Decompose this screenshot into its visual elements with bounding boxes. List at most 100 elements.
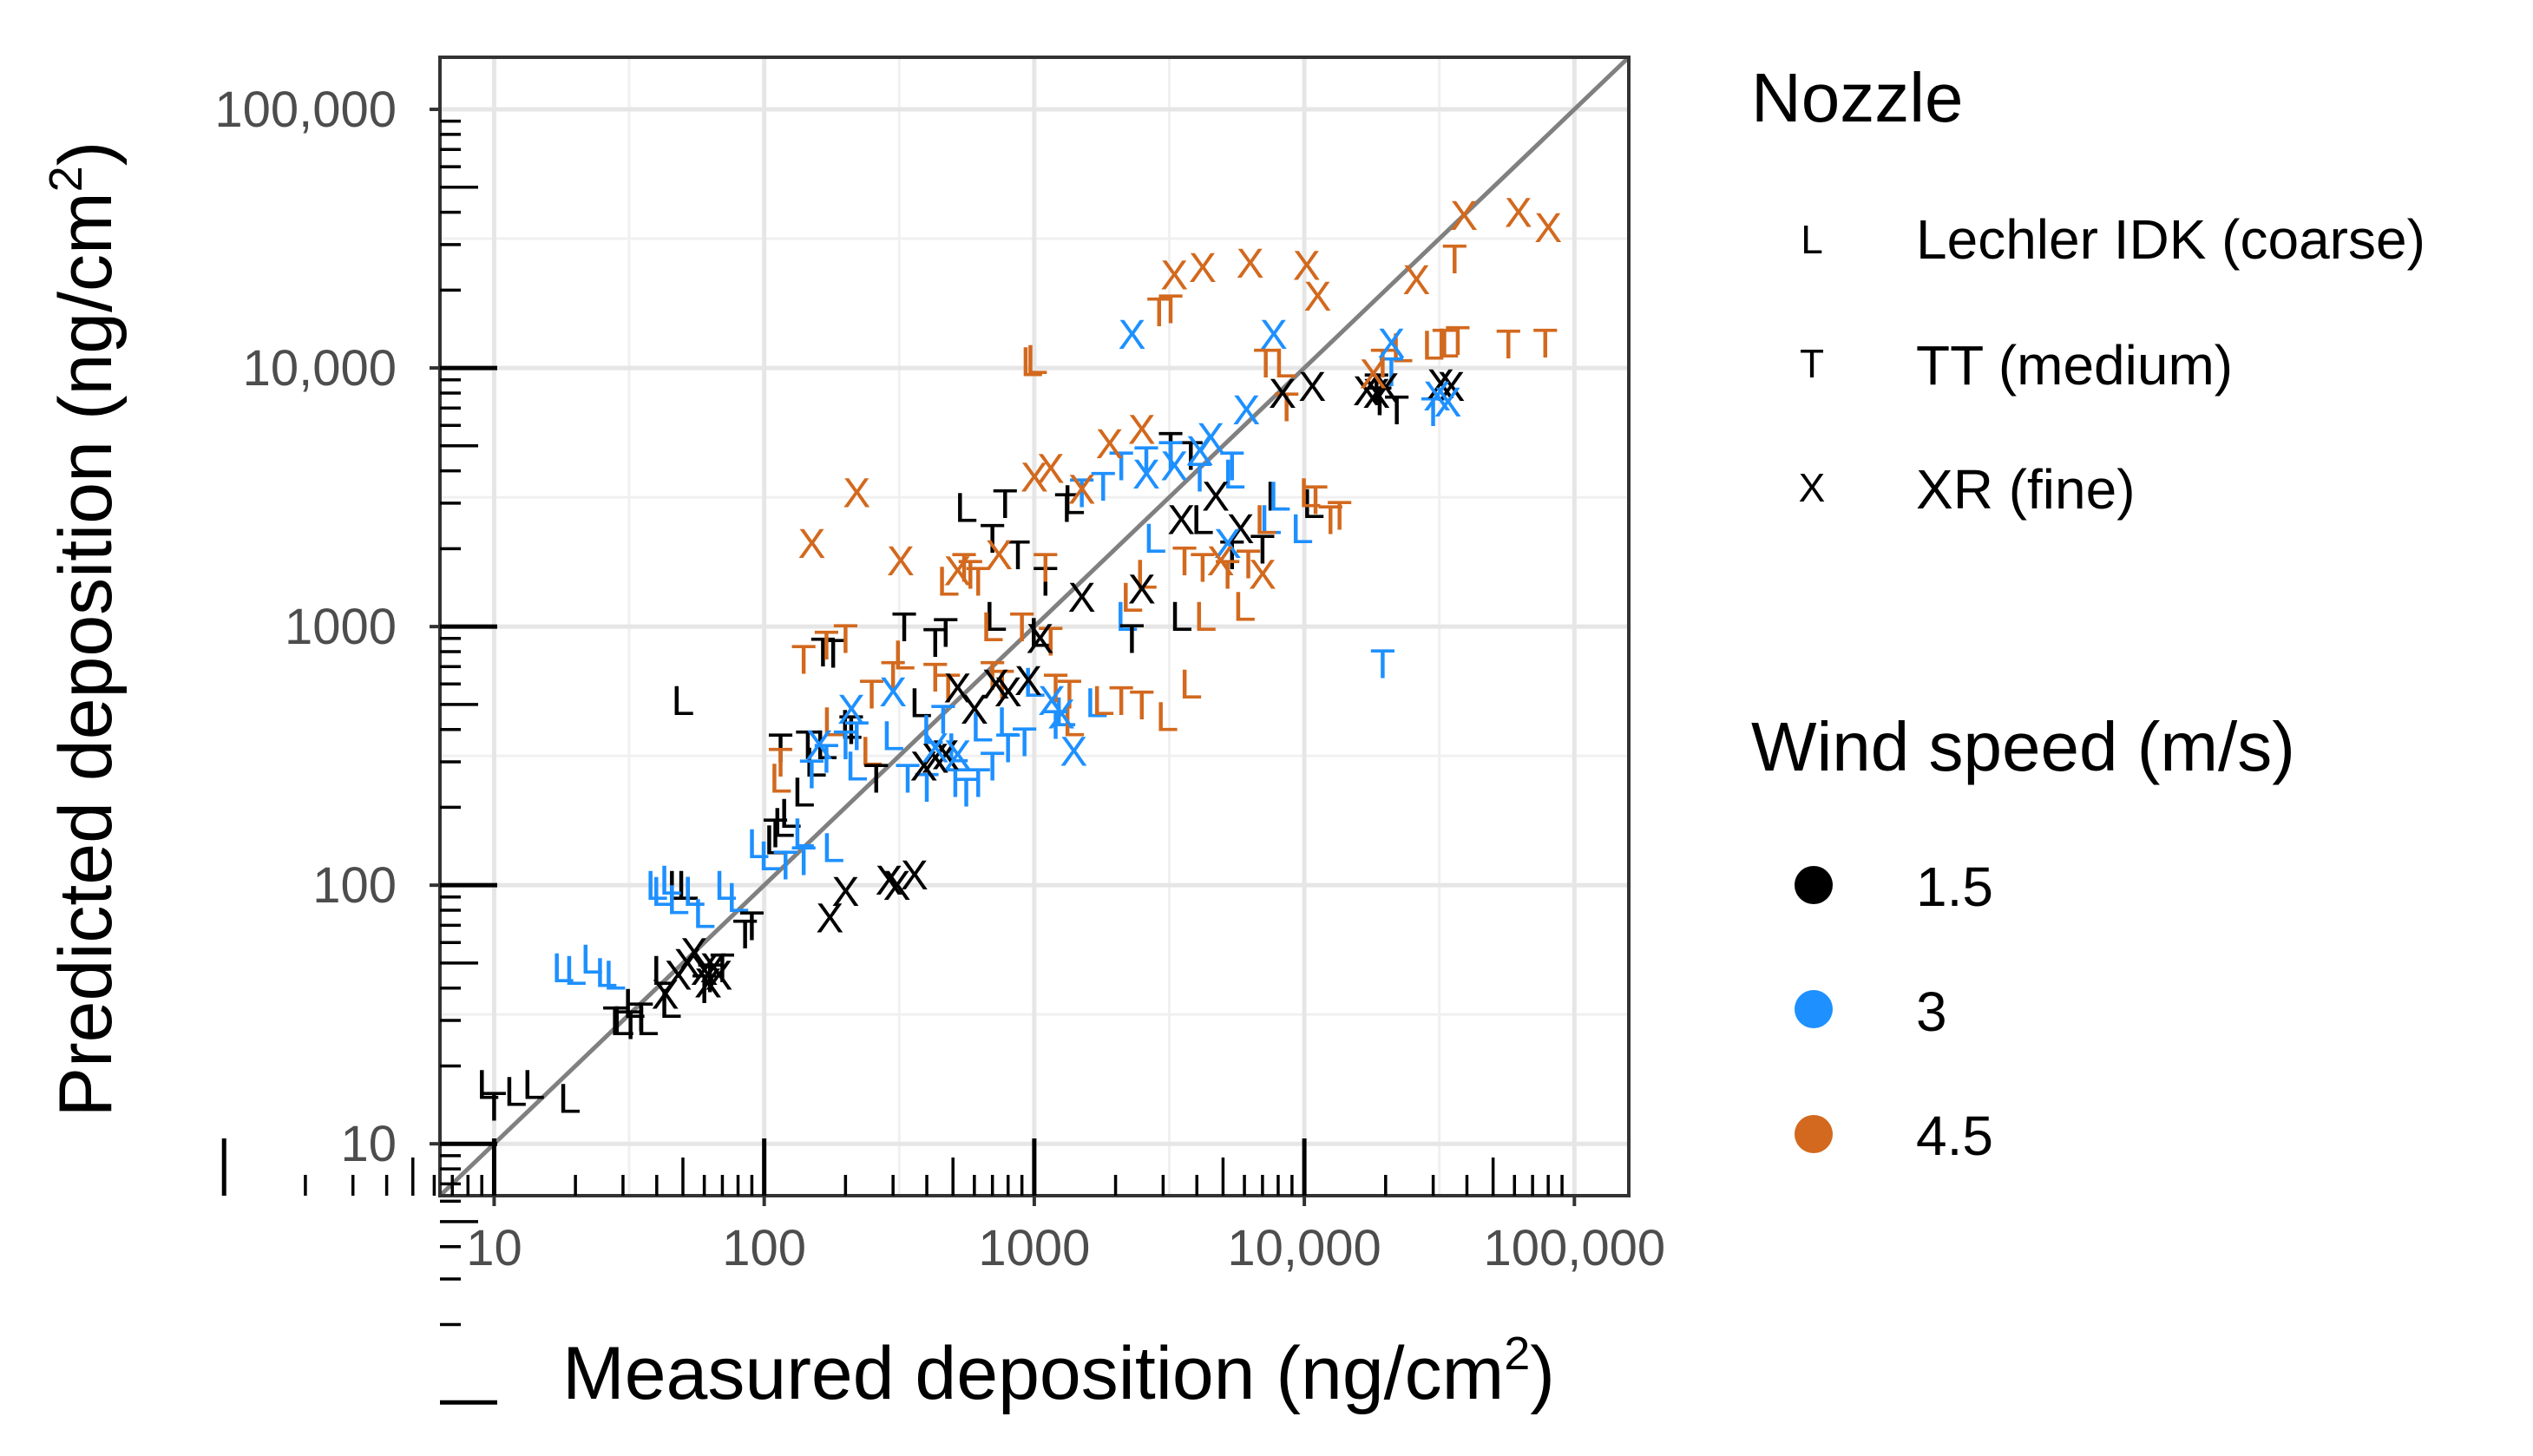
data-point-t: T [1190,545,1215,591]
data-point-x: X [922,737,949,783]
data-point-x: X [1505,191,1532,237]
data-point-l: L [636,999,659,1045]
data-point-t: T [880,653,905,699]
data-point-x: X [1423,374,1451,420]
data-point-t: T [739,903,764,949]
data-point-x: X [901,853,929,899]
data-point-x: X [652,972,679,1018]
data-point-l: L [645,863,668,909]
data-point-l: L [1259,497,1283,543]
data-point-x: X [879,670,907,716]
data-point-x: X [1167,497,1195,543]
data-point-t: T [958,552,983,598]
data-point-x: X [876,858,903,904]
legend-key-l-symbol: L [1801,217,1823,262]
data-point-t: T [1384,388,1409,434]
data-point-t: T [930,697,955,743]
data-point-t: T [814,737,839,783]
data-point-t: T [980,516,1005,562]
data-point-x: X [705,954,733,1000]
data-point-t: T [698,955,723,1001]
data-point-l: L [1302,482,1325,528]
data-point-t: T [1303,478,1328,524]
data-point-l: L [666,878,690,924]
data-point-x: X [1237,241,1264,287]
data-point-t: T [1421,390,1446,436]
data-point-t: T [1109,679,1134,725]
data-point-x: X [932,733,960,779]
data-point-l: L [612,999,635,1045]
data-point-x: X [1214,521,1242,567]
legend-label-lechler: Lechler IDK (coarse) [1916,208,2425,271]
data-point-x: X [943,548,971,594]
y-tick-label: 10 [340,1116,397,1172]
data-point-x: X [680,931,708,977]
data-point-x: X [1118,312,1145,358]
data-point-l: L [758,834,782,880]
data-point-t: T [1379,350,1404,396]
data-point-t: T [1119,617,1145,663]
data-point-t: T [1158,286,1183,332]
data-point-x: X [1060,730,1087,776]
data-point-x: X [1202,475,1230,521]
data-point-l: L [778,791,802,837]
data-point-l: L [581,937,604,983]
data-point-x: X [910,744,938,790]
data-point-l: L [792,810,816,856]
data-point-t: T [935,666,961,712]
data-point-t: T [773,843,798,889]
data-point-l: L [476,1063,500,1109]
data-point-x: X [1434,380,1462,426]
data-point-x: X [1372,366,1400,412]
data-point-l: L [1028,611,1052,657]
data-point-l: L [746,822,770,868]
x-tick-labels: 10 100 1000 10,000 100,000 [466,1220,1665,1276]
data-point-l: L [882,713,905,759]
data-point-t: T [814,623,839,669]
data-point-t: T [1146,290,1171,336]
wind-legend-label-4-5: 4.5 [1916,1105,1993,1167]
data-point-t: T [1445,318,1470,364]
data-point-l: L [1053,690,1077,736]
y-tick-label: 100 [312,857,397,914]
data-point-l: L [672,679,695,725]
data-point-l: L [692,891,716,937]
data-point-x: X [1437,364,1465,410]
data-point-t: T [482,1085,507,1131]
data-point-t: T [1057,672,1082,718]
data-point-t: T [1496,322,1521,368]
data-point-x: X [887,539,915,585]
data-point-l: L [1298,471,1322,517]
data-point-l: L [822,826,845,872]
data-point-l: L [1115,594,1139,640]
data-point-x: X [1293,243,1321,289]
data-point-l: L [666,863,690,909]
data-point-t: T [692,967,717,1013]
data-point-t: T [1367,378,1392,424]
data-point-t: T [1109,443,1134,489]
wind-legend-label-3: 3 [1916,981,1947,1043]
data-point-l: L [676,863,699,909]
data-point-x: X [922,726,949,772]
data-point-x: X [1186,429,1214,475]
data-point-t: T [1158,434,1183,480]
data-point-t: T [1274,384,1299,430]
wind-legend-dot-3 [1795,990,1833,1028]
data-point-x: X [1226,507,1254,553]
data-point-x: X [843,471,870,517]
data-point-t: T [1033,545,1058,591]
data-point-l: L [651,869,674,915]
data-point-x: X [1020,455,1048,501]
data-point-l: L [1025,338,1048,384]
data-point-l: L [921,708,944,754]
data-point-t: T [833,723,858,769]
wind-legend-entry-3: 3 [1795,981,1947,1043]
data-point-t: T [810,630,836,676]
data-point-l: L [769,756,792,802]
data-point-l: L [659,981,682,1027]
data-point-t: T [820,632,845,678]
y-tick-labels: 10 100 1000 10,000 100,000 [214,82,397,1172]
data-point-l: L [909,680,933,726]
data-point-t: T [1005,533,1030,579]
data-point-x: X [1128,567,1156,613]
